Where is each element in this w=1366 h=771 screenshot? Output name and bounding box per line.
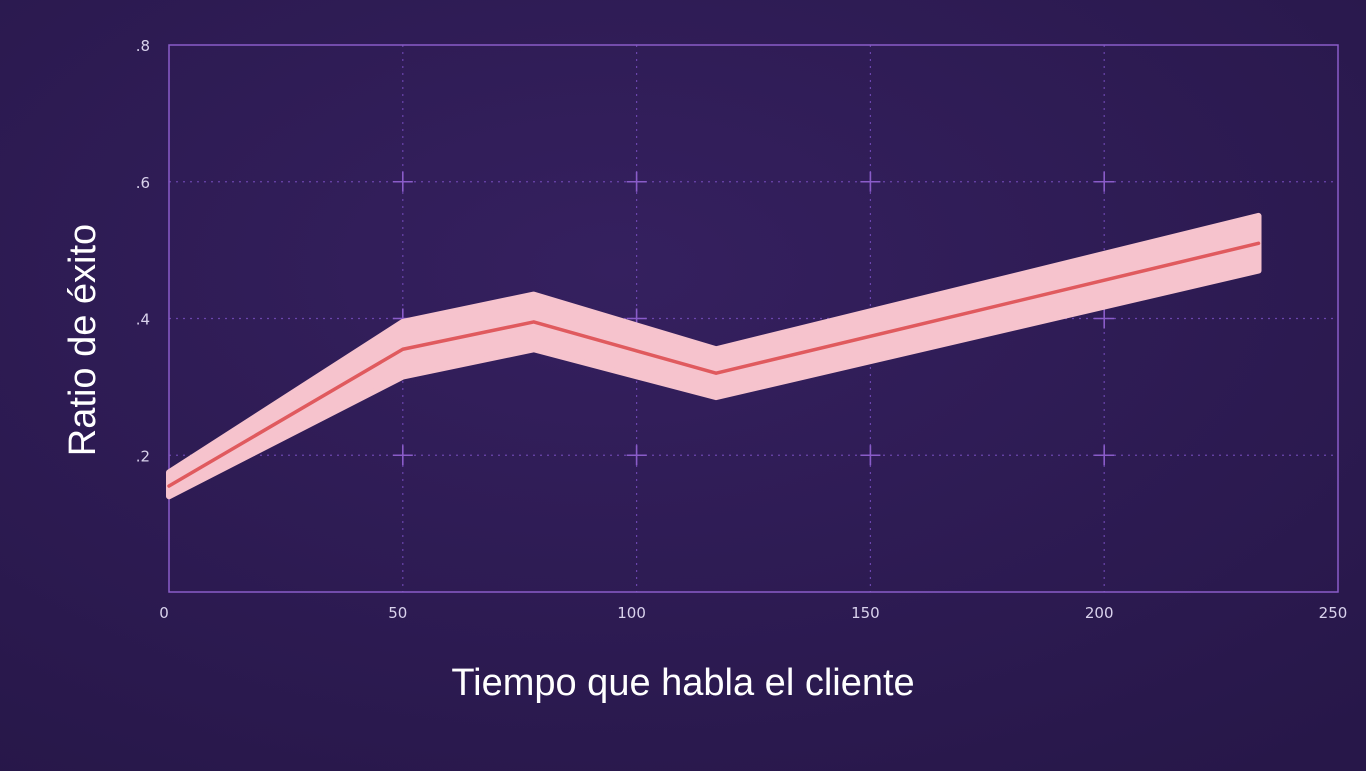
y-axis-ticks: .2 .4 .6 .8 [136, 37, 150, 465]
x-tick-label: 50 [388, 604, 407, 622]
x-axis-title: Tiempo que habla el cliente [451, 662, 914, 704]
series-lines [167, 241, 1261, 488]
x-tick-label: 200 [1085, 604, 1114, 622]
grid-cross-marker [392, 445, 413, 466]
x-tick-label: 250 [1319, 604, 1348, 622]
grid-cross-marker [1094, 308, 1115, 329]
grid-cross-marker [860, 445, 881, 466]
series-line [167, 241, 1261, 488]
grid-cross-marker [860, 171, 881, 192]
y-tick-label: .8 [136, 37, 150, 55]
confidence-bands [166, 212, 1262, 500]
y-tick-label: .2 [136, 447, 150, 465]
x-axis-ticks: 0 50 100 150 200 250 [159, 604, 1347, 622]
x-tick-label: 0 [159, 604, 169, 622]
plot-area-border [168, 44, 1339, 593]
y-tick-label: .6 [136, 174, 150, 192]
grid-cross-marker [626, 171, 647, 192]
y-tick-label: .4 [136, 311, 150, 329]
grid-cross-marker [392, 171, 413, 192]
x-tick-label: 150 [851, 604, 880, 622]
grid-cross-marker [1094, 171, 1115, 192]
grid-cross-marker [626, 445, 647, 466]
y-axis-title: Ratio de éxito [62, 224, 104, 456]
confidence-band [166, 212, 1262, 500]
x-tick-label: 100 [617, 604, 646, 622]
grid-cross-marker [1094, 445, 1115, 466]
